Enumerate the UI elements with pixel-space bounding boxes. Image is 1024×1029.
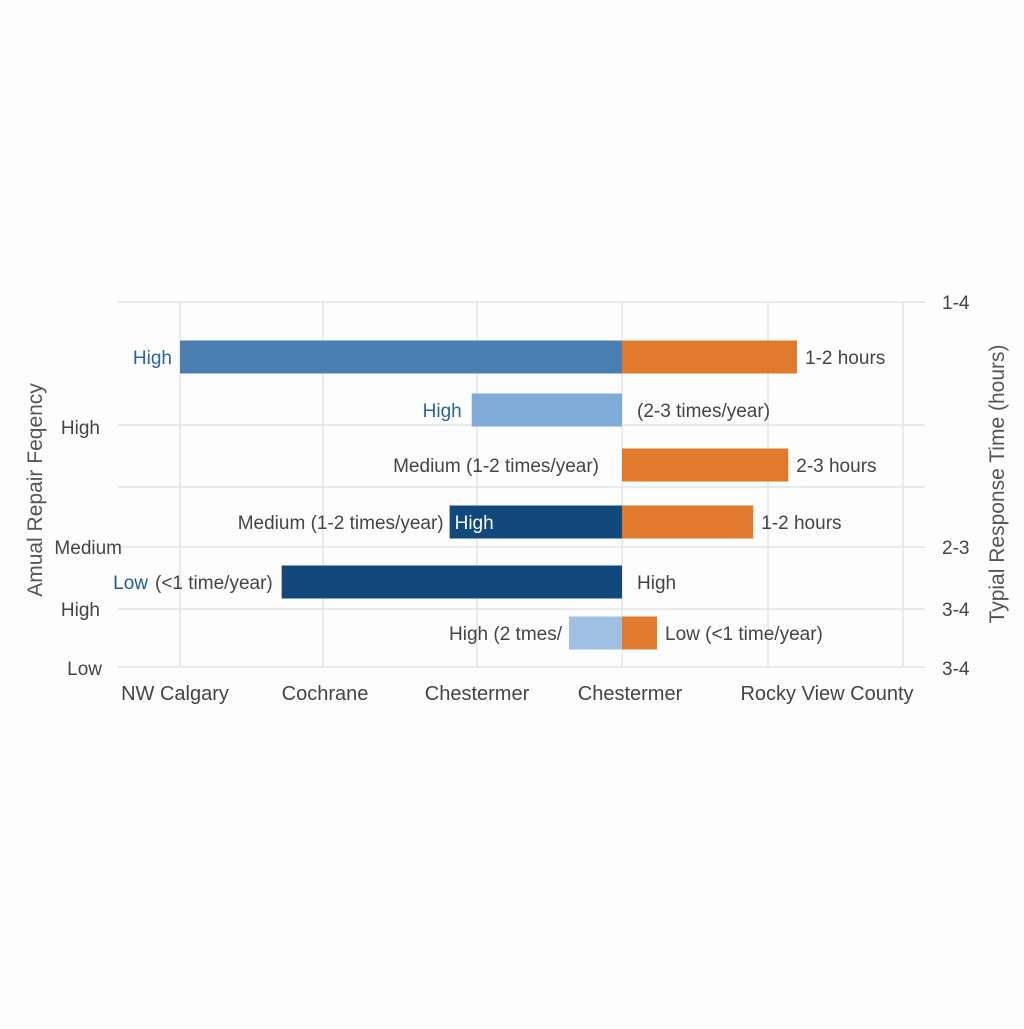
y-right-tick-label-3: 3-4	[942, 659, 970, 680]
bar-right-row-5	[622, 616, 657, 650]
right-text-row-5: Low (<1 time/year)	[665, 624, 823, 645]
grid-layer	[118, 301, 925, 668]
x-tick-label-1: Cochrane	[282, 683, 369, 705]
y-left-tick-label-0: High	[61, 418, 100, 439]
bar-right-row-2	[622, 448, 789, 482]
left-text-row-5: High (2 tmes/	[449, 624, 563, 645]
y-left-tick-label-1: Medium	[54, 538, 122, 559]
y-left-axis-title: Amual Repair Feqency	[24, 383, 47, 597]
y-left-tick-label-3: Low	[67, 659, 102, 680]
right-text-row-1: (2-3 times/year)	[637, 401, 770, 422]
y-right-tick-label-1: 2-3	[942, 538, 969, 559]
x-tick-label-3: Chestermer	[578, 683, 683, 705]
x-tick-label-2: Chestermer	[425, 683, 530, 705]
bar-tag-row-4: Low	[113, 573, 148, 594]
bar-tag-row-1: High	[423, 401, 462, 422]
y-right-tick-label-2: 3-4	[942, 600, 970, 621]
bar-layer	[180, 340, 797, 650]
left-text-row-2: Medium (1-2 times/year)	[393, 456, 599, 477]
bar-left-row-1	[471, 393, 622, 427]
bar-right-row-0	[622, 340, 797, 374]
y-right-tick-label-0: 1-4	[942, 293, 970, 314]
right-text-row-0: 1-2 hours	[805, 348, 885, 369]
label-layer: High 1-2 hours High (2-3 times/year) Medium …	[113, 348, 885, 645]
bar-left-row-3	[449, 505, 622, 539]
bar-left-row-4	[281, 565, 622, 599]
right-text-row-2: 2-3 hours	[796, 456, 876, 477]
right-text-row-4: High	[637, 573, 676, 594]
right-text-row-3: 1-2 hours	[761, 513, 841, 534]
y-left-tick-label-2: High	[61, 600, 100, 621]
bar-left-row-0	[180, 340, 622, 374]
bar-right-row-3	[622, 505, 754, 539]
x-tick-label-4: Rocky View County	[740, 683, 913, 705]
axis-layer: NW Calgary Cochrane Chestermer Chestermer Ro…	[24, 293, 1009, 705]
bar-left-row-5	[568, 616, 622, 650]
left-text-row-3: Medium (1-2 times/year)	[238, 513, 444, 534]
x-tick-label-0: NW Calgary	[121, 683, 229, 705]
y-right-axis-title: Typial Response Time (hours)	[986, 345, 1009, 624]
bar-tag-row-3: High	[455, 513, 494, 534]
bar-tag-row-0: High	[133, 348, 172, 369]
left-text-row-4: (<1 time/year)	[155, 573, 273, 594]
